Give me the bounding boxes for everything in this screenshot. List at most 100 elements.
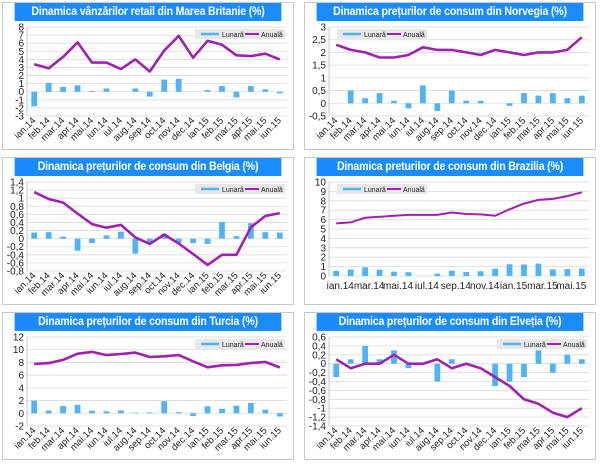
y-tick-label: -1	[15, 95, 24, 106]
y-tick-label: 8	[18, 358, 24, 369]
bar-monthly	[347, 269, 354, 276]
bar-monthly	[506, 103, 513, 106]
y-tick-label: 1	[320, 73, 326, 84]
y-tick-label: 4	[320, 234, 326, 245]
legend-label-monthly: Lunară	[222, 342, 244, 349]
chart-switzerland-cpi: -1,4-1,2-1-0,8-0,6-0,4-0,200,20,40,6ian.…	[309, 333, 589, 454]
chart-uk-retail: -3-2-1012345678ian.14feb.14mar.14apr.14m…	[12, 23, 287, 144]
y-tick-label: 1,4	[10, 178, 24, 189]
chart-title: Dinamica prețurilor de consum din Turcia…	[14, 313, 282, 331]
y-tick-label: 0,4	[10, 218, 24, 229]
bar-monthly	[405, 272, 412, 276]
y-tick-label: 7	[320, 206, 326, 217]
bar-monthly	[578, 268, 585, 276]
bar-monthly	[45, 82, 52, 92]
bar-monthly	[219, 86, 225, 92]
bar-monthly	[219, 408, 225, 414]
chart-belgium-cpi: -0,8-0,6-0,4-0,200,20,40,60,811,21,4ian.…	[7, 178, 287, 299]
bar-monthly	[132, 88, 139, 92]
bar-monthly	[74, 85, 81, 92]
chart-title: Dinamica prețurilor de consum din Belgia…	[14, 158, 282, 176]
bar-monthly	[578, 359, 585, 364]
y-tick-label: -1,4	[309, 422, 327, 433]
y-tick-label: -0,5	[309, 112, 327, 123]
bar-monthly	[89, 410, 95, 414]
y-tick-label: -0,6	[309, 386, 327, 397]
bar-monthly	[376, 93, 383, 104]
x-tick-label: iul.14	[415, 281, 439, 292]
y-tick-label: -2	[15, 422, 24, 433]
chart-panel-uk-retail: Dinamica vânzărilor retail din Marea Bri…	[2, 2, 294, 150]
y-tick-label: 8	[18, 23, 24, 34]
bar-monthly	[477, 100, 484, 104]
y-tick-label: 10	[315, 178, 327, 189]
y-tick-label: -0,8	[7, 267, 25, 278]
bar-monthly	[448, 359, 455, 364]
x-tick-label: mar.15	[527, 281, 558, 292]
bar-monthly	[190, 413, 196, 417]
bar-monthly	[31, 400, 38, 414]
y-tick-label: 0,6	[10, 210, 24, 221]
bar-monthly	[262, 409, 269, 414]
bar-monthly	[448, 90, 455, 104]
bar-monthly	[60, 406, 66, 414]
legend: Lunară Anuală	[337, 184, 427, 194]
y-tick-label: 8	[320, 196, 326, 207]
legend-background	[337, 29, 427, 39]
y-tick-label: 4	[18, 383, 24, 394]
y-tick-label: -0,6	[7, 258, 25, 269]
chart-norway-cpi: -0,500,511,522,53ian.14feb.14mar.14apr.1…	[309, 23, 589, 144]
chart-panel-belgium-cpi: Dinamica prețurilor de consum din Belgia…	[2, 157, 294, 305]
bar-monthly	[376, 269, 383, 276]
bar-monthly	[521, 264, 527, 276]
x-tick-label: nov.14	[470, 281, 500, 292]
bar-monthly	[463, 100, 470, 104]
y-tick-label: 0	[320, 359, 326, 370]
chart-title: Dinamica preturilor de consum din Brazil…	[316, 158, 584, 176]
bar-monthly	[550, 269, 556, 276]
y-tick-label: 6	[18, 39, 24, 50]
chart-panel-norway-cpi: Dinamica prețurilor de consum din Norveg…	[304, 2, 596, 150]
bar-monthly	[233, 91, 240, 98]
legend-label-monthly: Lunară	[222, 187, 244, 194]
y-tick-label: 2,5	[312, 35, 326, 46]
bar-monthly	[74, 404, 81, 414]
line-annual	[33, 34, 281, 73]
bar-monthly	[506, 363, 513, 382]
bar-monthly	[161, 233, 168, 239]
bar-monthly	[564, 269, 571, 276]
y-tick-label: 1,2	[10, 186, 24, 197]
bar-monthly	[391, 100, 397, 104]
bar-monthly	[477, 271, 484, 276]
x-tick-label: sep.14	[441, 281, 471, 292]
bar-monthly	[564, 98, 571, 104]
bar-monthly	[405, 363, 412, 369]
bar-monthly	[376, 359, 383, 364]
y-tick-label: -1	[317, 404, 326, 415]
bar-monthly	[175, 412, 182, 414]
chart-turkey-cpi: -2024681012ian.14feb.14mar.14apr.14mai.1…	[12, 333, 287, 454]
y-tick-label: 0,8	[10, 202, 24, 213]
line-annual	[336, 191, 583, 225]
bar-monthly	[45, 232, 52, 239]
bar-monthly	[118, 410, 124, 414]
y-tick-label: 0	[18, 87, 24, 98]
bar-monthly	[204, 238, 211, 244]
y-tick-label: 12	[13, 333, 25, 344]
x-tick-label: mar.14	[354, 281, 385, 292]
bar-monthly	[146, 238, 153, 243]
legend-background	[195, 339, 285, 349]
legend-label-monthly: Lunară	[524, 342, 546, 349]
legend: Lunară Anuală	[195, 184, 285, 194]
y-tick-label: 0,6	[312, 333, 326, 344]
y-tick-label: 4	[18, 55, 24, 66]
y-tick-label: 1,5	[312, 61, 326, 72]
bar-monthly	[233, 236, 240, 239]
legend-label-monthly: Lunară	[222, 32, 244, 39]
bar-monthly	[492, 363, 498, 386]
y-tick-label: -3	[15, 112, 24, 123]
bar-monthly	[118, 231, 124, 239]
legend-background	[497, 339, 587, 349]
bar-monthly	[405, 103, 412, 109]
legend-label-annual: Anuală	[403, 32, 425, 39]
